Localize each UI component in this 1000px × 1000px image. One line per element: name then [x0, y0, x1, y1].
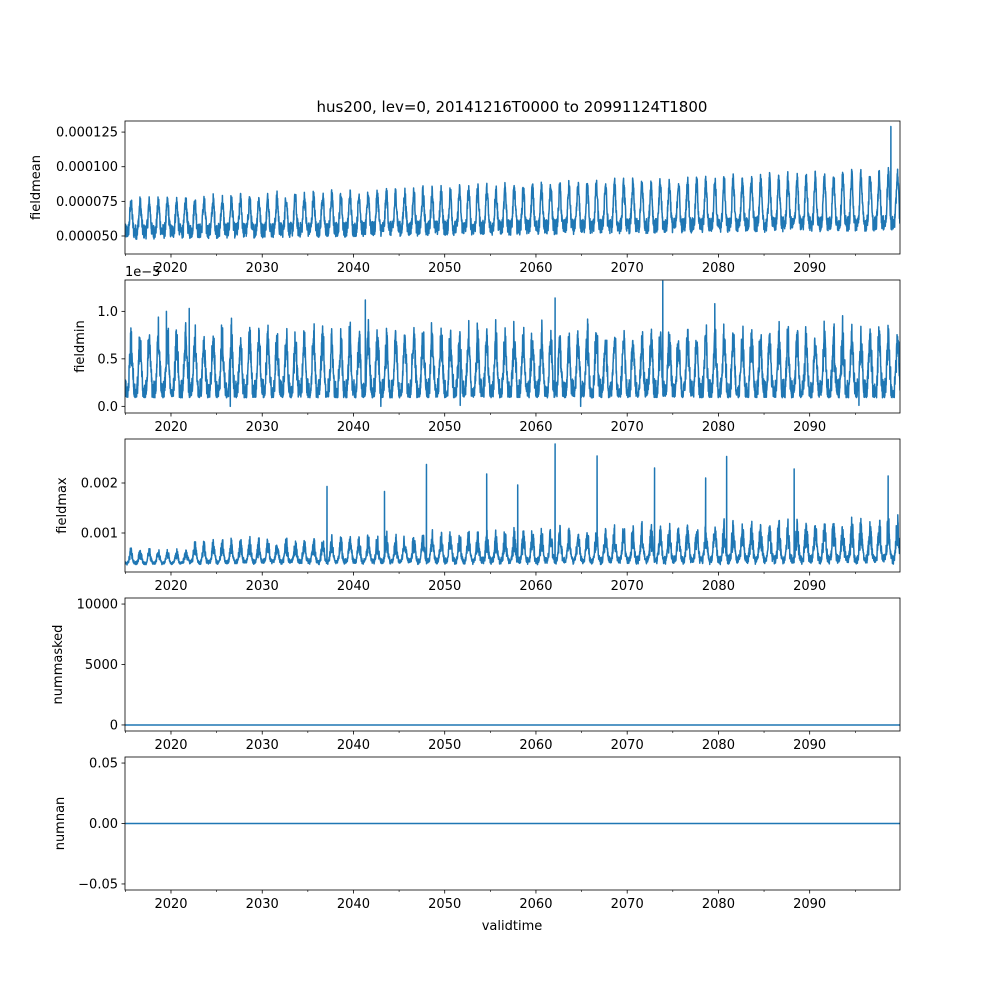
series-line-fieldmean — [125, 125, 900, 240]
x-tick-label: 2030 — [246, 738, 279, 753]
x-tick-label: 2020 — [154, 420, 187, 435]
x-tick-label: 2050 — [428, 897, 461, 912]
x-tick-label: 2070 — [611, 897, 644, 912]
y-tick-label: 0.000125 — [56, 126, 118, 141]
x-tick-label: 2070 — [611, 261, 644, 276]
panel-nummasked: 0 5000 10000 2020 2030 2040 2050 2060 2070 2080 20… — [51, 598, 901, 753]
axes-frame-fieldmax — [124, 438, 901, 573]
y-tick-label: 0.000100 — [56, 160, 118, 175]
y-axis-label-numnan: numnan — [53, 797, 68, 851]
x-tick-label: 2020 — [154, 897, 187, 912]
x-tick-label: 2040 — [337, 579, 370, 594]
x-tick-label: 2090 — [793, 897, 826, 912]
y-tick-label: 0.000050 — [56, 229, 118, 244]
x-tick-label: 2060 — [519, 261, 552, 276]
y-axis-label-nummasked: nummasked — [51, 625, 66, 705]
series-line-fieldmin — [125, 280, 900, 408]
x-tick-label: 2030 — [246, 579, 279, 594]
x-tick-label: 2030 — [246, 897, 279, 912]
x-tick-label: 2050 — [428, 420, 461, 435]
y-tick-label: 5000 — [85, 658, 118, 673]
x-axis-label: validtime — [482, 919, 543, 934]
x-tick-label: 2040 — [337, 420, 370, 435]
series-line-fieldmax — [125, 443, 900, 566]
y-tick-label: 10000 — [77, 598, 118, 613]
x-tick-label: 2020 — [154, 261, 187, 276]
y-tick-label: 1.0 — [97, 305, 118, 320]
axes-frame-fieldmean — [124, 120, 901, 255]
x-tick-label: 2060 — [519, 579, 552, 594]
y-tick-label: 0.05 — [89, 757, 118, 772]
y-tick-label: 0.001 — [81, 527, 118, 542]
panel-numnan: −0.05 0.00 0.05 2020 2030 2040 2050 2060 2070 208… — [53, 757, 901, 912]
x-tick-label: 2080 — [702, 261, 735, 276]
y-axis-label-fieldmax: fieldmax — [55, 477, 70, 534]
x-tick-label: 2060 — [519, 738, 552, 753]
x-tick-label: 2020 — [154, 579, 187, 594]
y-tick-label: 0.0 — [97, 400, 118, 415]
x-tick-label: 2040 — [337, 897, 370, 912]
x-tick-label: 2070 — [611, 738, 644, 753]
x-tick-label: 2050 — [428, 579, 461, 594]
x-tick-label: 2080 — [702, 420, 735, 435]
x-tick-label: 2030 — [246, 420, 279, 435]
y-tick-label: 0.5 — [97, 352, 118, 367]
x-tick-label: 2090 — [793, 261, 826, 276]
y-axis-label-fieldmean: fieldmean — [29, 155, 44, 220]
x-tick-label: 2070 — [611, 579, 644, 594]
x-tick-label: 2050 — [428, 261, 461, 276]
x-tick-label: 2080 — [702, 897, 735, 912]
y-axis-label-fieldmin: fieldmin — [73, 320, 88, 373]
y-offset-text: 1e−5 — [125, 265, 160, 280]
panel-fieldmean: 0.000050 0.000075 0.000100 0.000125 2020 2030… — [29, 120, 901, 276]
y-tick-label: −0.05 — [78, 877, 118, 892]
axes-frame-fieldmin — [124, 279, 901, 414]
x-tick-label: 2040 — [337, 261, 370, 276]
x-tick-label: 2090 — [793, 738, 826, 753]
panel-fieldmax: 0.001 0.002 2020 2030 2040 2050 2060 2070 2080 20… — [55, 438, 901, 594]
x-tick-label: 2020 — [154, 738, 187, 753]
x-tick-label: 2040 — [337, 738, 370, 753]
x-tick-label: 2060 — [519, 420, 552, 435]
y-tick-label: 0.002 — [81, 477, 118, 492]
chart-title: hus200, lev=0, 20141216T0000 to 20991124… — [317, 98, 708, 116]
y-tick-label: 0.00 — [89, 817, 118, 832]
subplots: 0.000050 0.000075 0.000100 0.000125 2020 2030… — [29, 120, 901, 912]
y-tick-label: 0.000075 — [56, 195, 118, 210]
x-tick-label: 2080 — [702, 579, 735, 594]
x-tick-label: 2050 — [428, 738, 461, 753]
y-tick-label: 0 — [110, 718, 118, 733]
x-tick-label: 2070 — [611, 420, 644, 435]
x-tick-label: 2080 — [702, 738, 735, 753]
x-tick-label: 2030 — [246, 261, 279, 276]
x-tick-label: 2090 — [793, 420, 826, 435]
panel-fieldmin: 0.0 0.5 1.0 2020 2030 2040 2050 2060 2070 2080 209… — [73, 265, 901, 435]
x-tick-label: 2060 — [519, 897, 552, 912]
x-tick-label: 2090 — [793, 579, 826, 594]
